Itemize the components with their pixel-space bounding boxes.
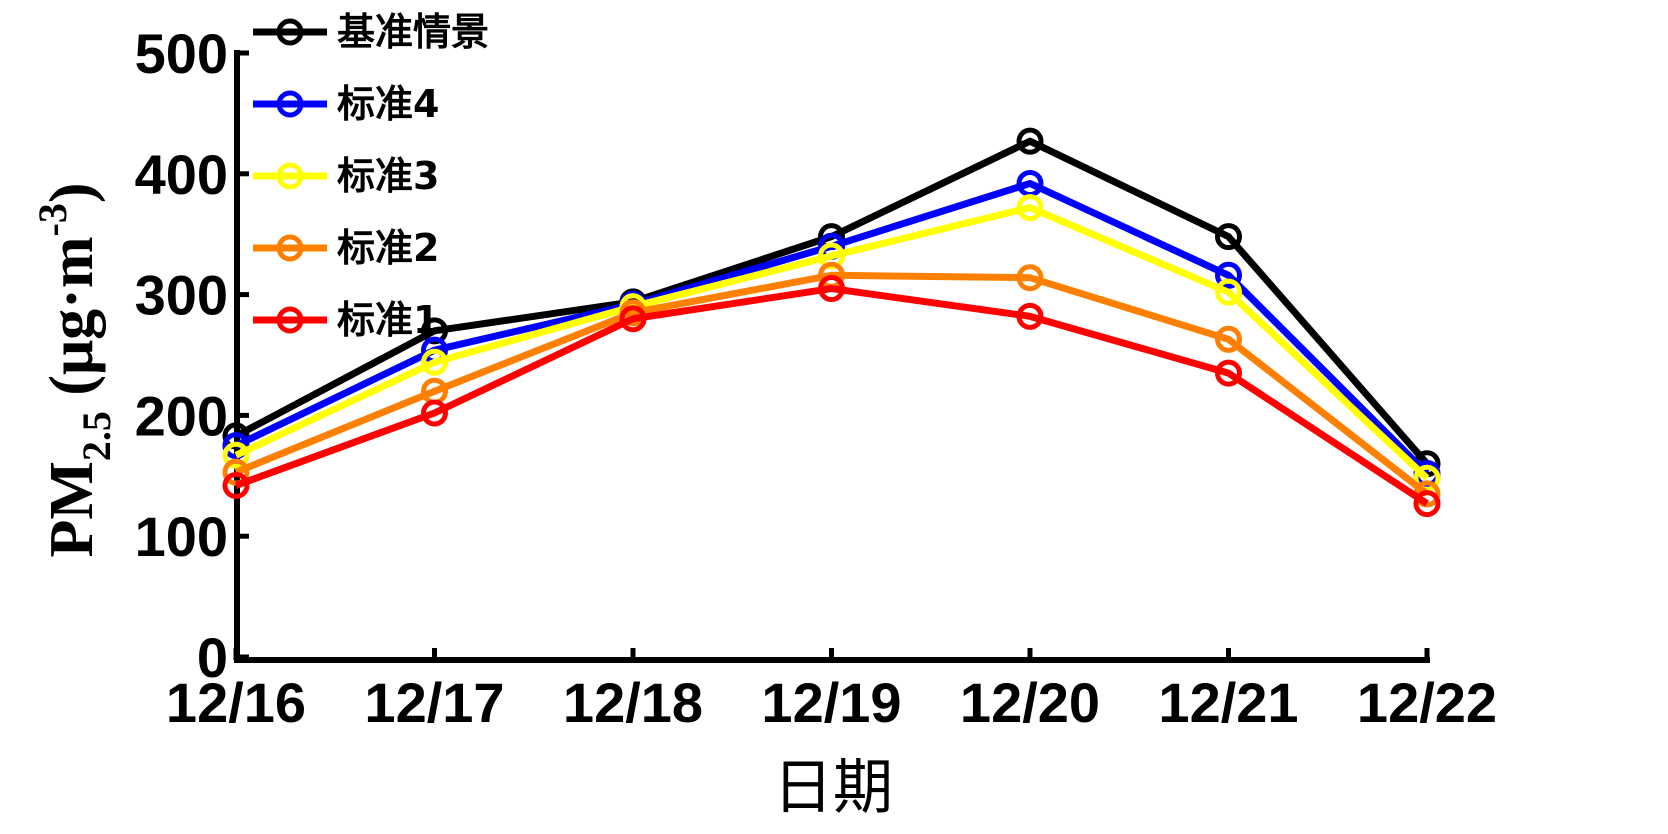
x-tick-label: 12/22: [1357, 671, 1497, 734]
data-point: [1413, 490, 1441, 518]
data-point: [222, 432, 250, 460]
series-line: [234, 204, 1430, 481]
y-tick-label: 400: [135, 143, 228, 206]
x-tick-label: 12/19: [761, 671, 901, 734]
x-tick-label: 12/16: [166, 671, 306, 734]
data-point: [1215, 359, 1242, 387]
y-axis-title-superscript: -3: [30, 203, 75, 236]
y-axis-title: PM2.5 (μg·m-3): [30, 183, 119, 558]
y-axis-title-unit: (μg·m: [38, 236, 106, 411]
series-layer: [222, 127, 1441, 518]
legend-label: 标准2: [337, 226, 439, 270]
y-tick-label: 500: [135, 22, 228, 85]
y-axis-title-subscript: 2.5: [74, 411, 119, 461]
legend-entry: 标准4: [253, 82, 439, 126]
legend-label: 标准3: [337, 154, 439, 198]
data-point: [1215, 223, 1242, 251]
x-axis-title: 日期: [773, 753, 893, 823]
data-point: [1016, 264, 1044, 292]
data-point: [1413, 464, 1441, 492]
legend-entry: 基准情景: [253, 10, 489, 54]
data-point: [1016, 127, 1044, 155]
x-tick-label: 12/17: [364, 671, 504, 734]
series-5: [222, 275, 1441, 518]
legend-marker: [276, 306, 304, 334]
data-point: [222, 422, 250, 450]
legend-marker: [276, 234, 304, 262]
y-axis-title-close: ): [38, 183, 106, 204]
legend-marker: [276, 18, 304, 46]
x-tick-label: 12/21: [1158, 671, 1298, 734]
data-point: [421, 399, 448, 427]
legend-label: 标准1: [337, 298, 439, 342]
series-line: [234, 285, 1429, 507]
data-point: [421, 317, 448, 345]
data-point: [1215, 278, 1242, 306]
legend-label: 标准4: [337, 82, 439, 126]
legend-marker: [276, 162, 304, 190]
x-ticks: 12/16 12/17 12/18 12/19 12/20 12/21 12/22: [166, 648, 1497, 734]
legend-label: 基准情景: [337, 10, 489, 54]
legend-entry: 标准3: [253, 154, 439, 198]
data-point: [421, 348, 448, 376]
legend-marker: [276, 90, 304, 118]
y-tick-label: 0: [197, 626, 228, 689]
data-point: [222, 471, 250, 499]
data-point: [1016, 194, 1044, 222]
data-point: [1215, 261, 1242, 289]
data-point: [222, 441, 250, 469]
data-point: [1016, 302, 1044, 330]
legend-entry: 标准2: [253, 226, 439, 270]
data-point: [1215, 325, 1242, 353]
y-tick-label: 200: [135, 384, 228, 447]
y-tick-label: 100: [135, 505, 228, 568]
x-tick-label: 12/20: [960, 671, 1100, 734]
legend-entry: 标准1: [253, 298, 439, 342]
x-tick-label: 12/18: [563, 671, 703, 734]
y-tick-label: 300: [135, 264, 228, 327]
y-axis-title-main: PM: [38, 461, 106, 557]
data-point: [619, 305, 647, 333]
data-point: [818, 275, 845, 303]
data-point: [818, 242, 845, 270]
y-ticks: 0 100 200 300 400 500: [135, 22, 249, 689]
